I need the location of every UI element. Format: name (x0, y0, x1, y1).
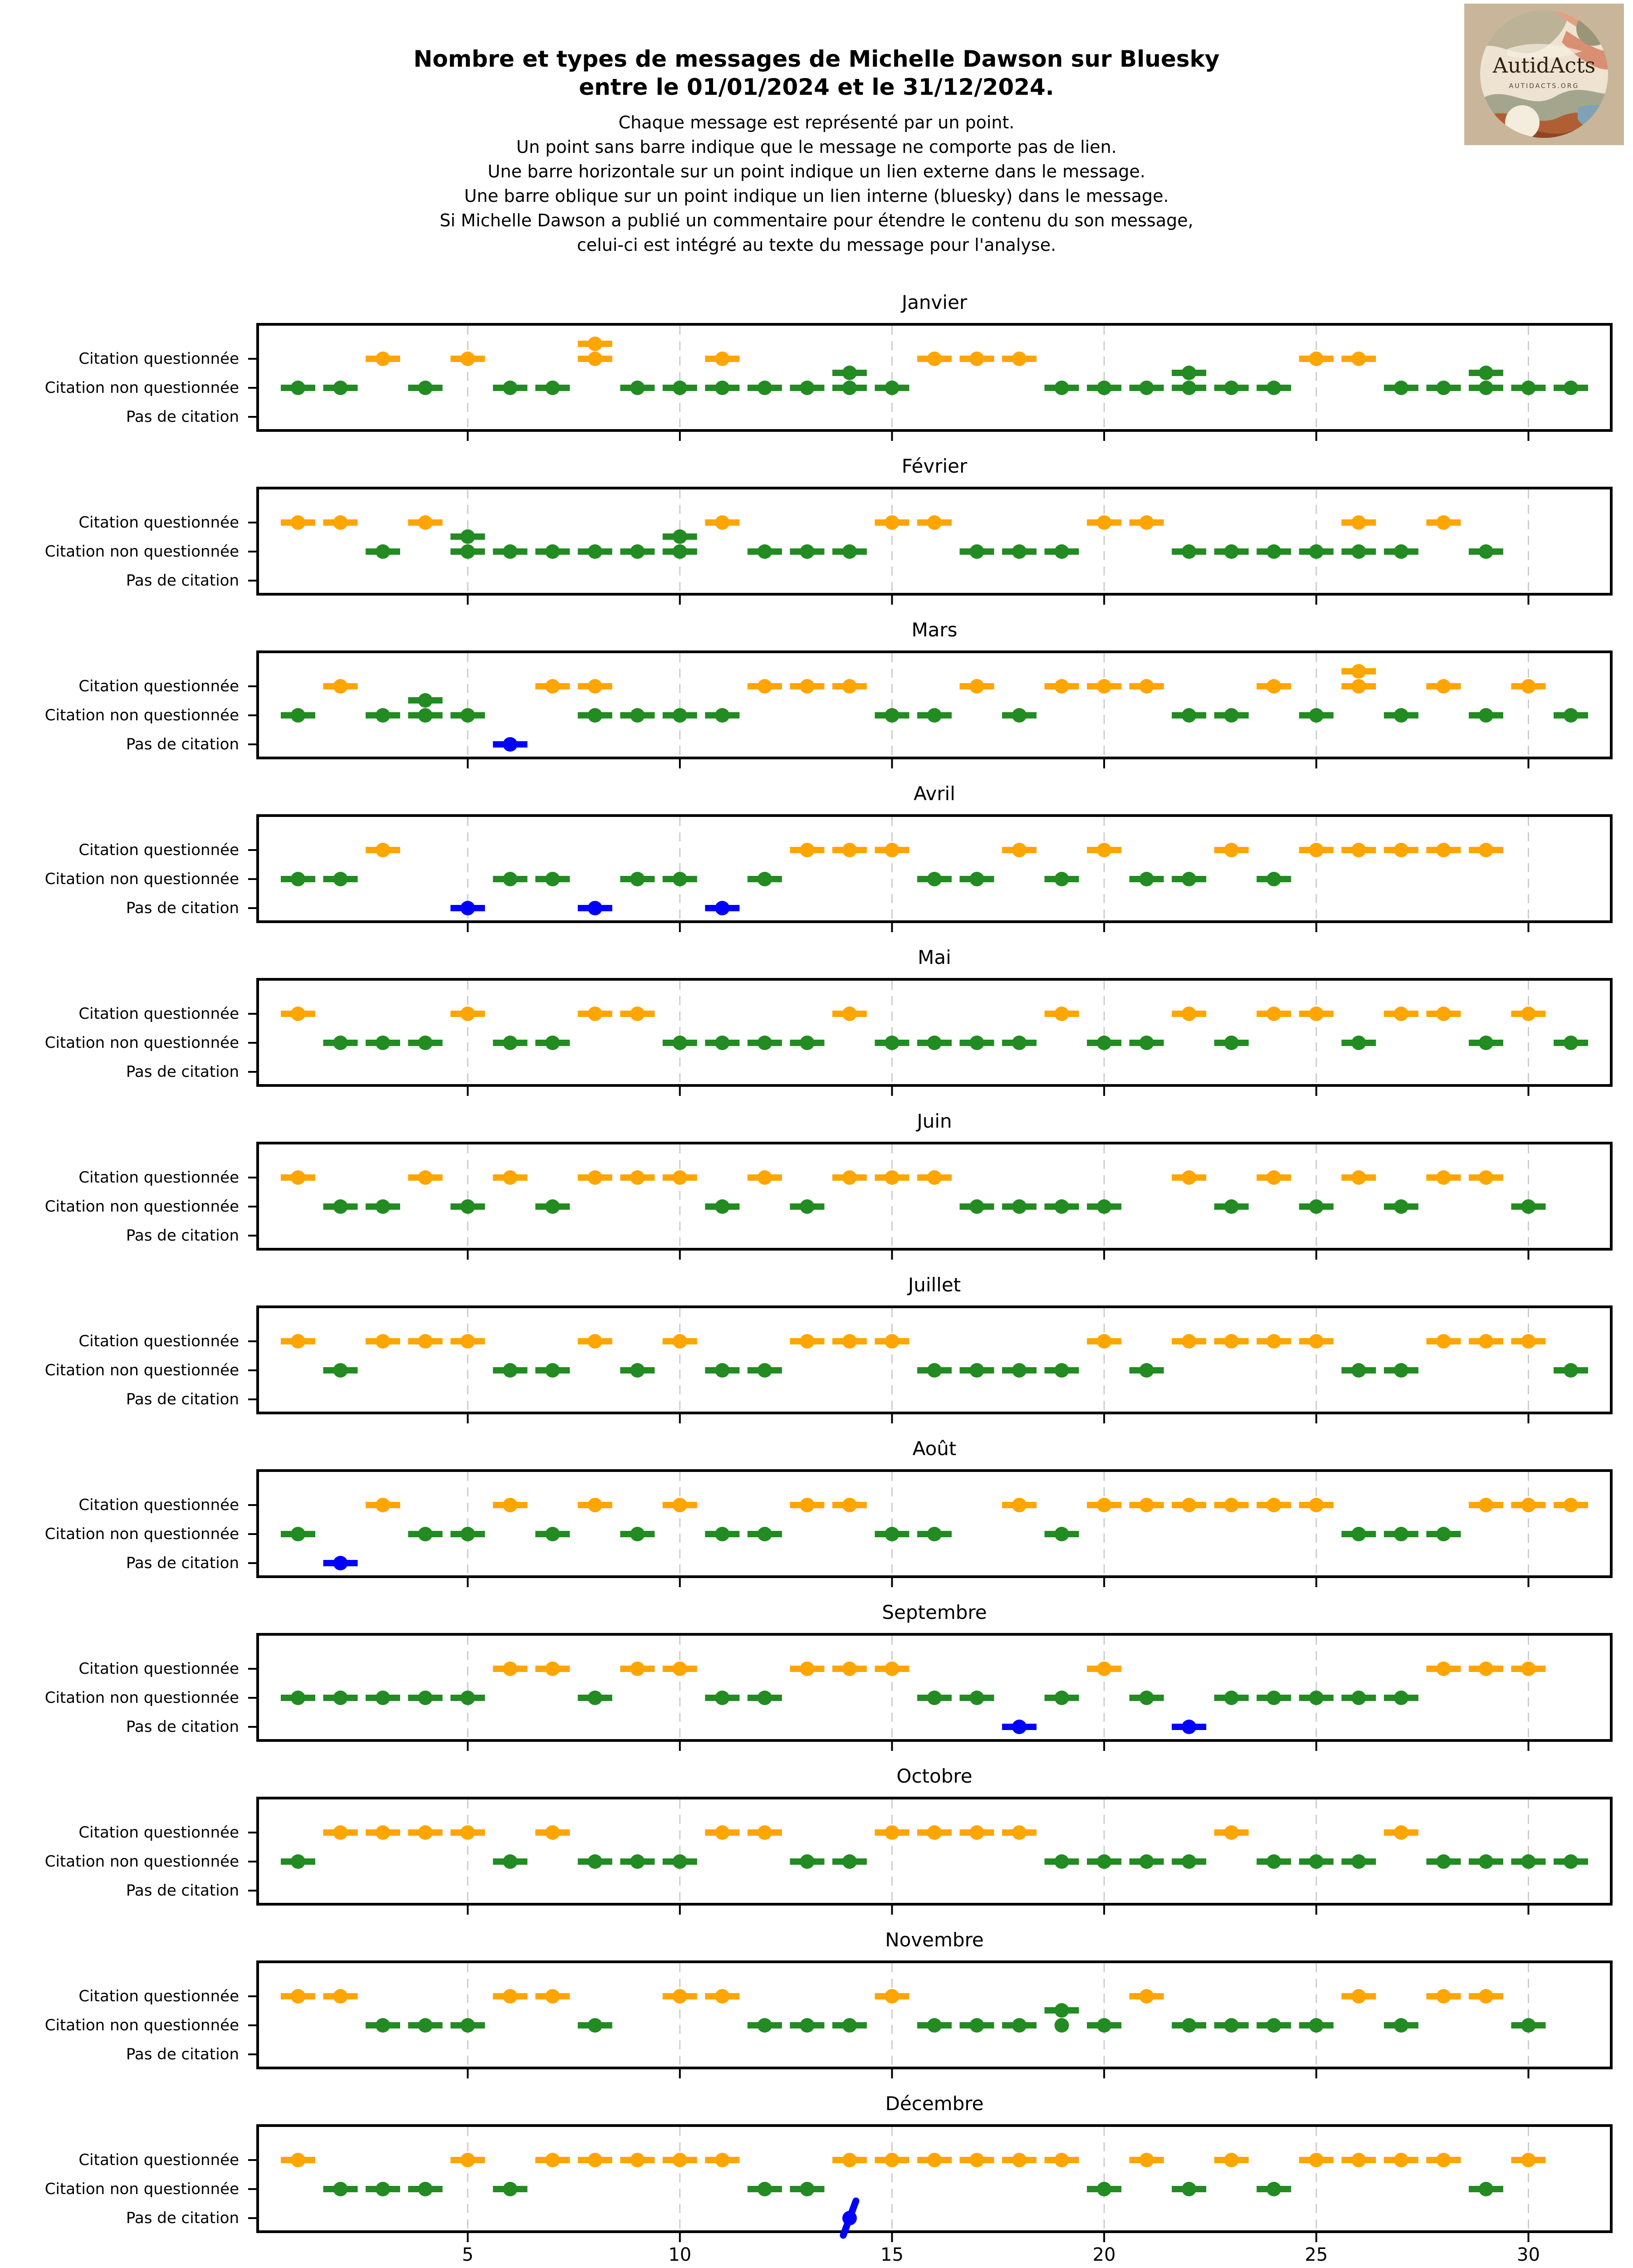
panel-svg-10 (248, 1799, 1588, 1915)
row-label-1: Citation questionnée (78, 2151, 239, 2169)
row-label-3: Pas de citation (126, 1554, 239, 1572)
panel-plot-6 (248, 1142, 1613, 1260)
panel-plot-2 (248, 487, 1613, 605)
row-label-2: Citation non questionnée (44, 2180, 239, 2198)
row-label-2: Citation non questionnée (44, 1525, 239, 1543)
month-title-avril: Avril (914, 782, 955, 805)
page-title-line1: Nombre et types de messages de Michelle … (413, 46, 1220, 72)
row-label-2: Citation non questionnée (44, 1853, 239, 1871)
row-label-2: Citation non questionnée (44, 543, 239, 561)
row-label-3: Pas de citation (126, 1718, 239, 1736)
panel-plot-7 (248, 1305, 1613, 1423)
row-label-3: Pas de citation (126, 2209, 239, 2227)
panel-plot-8 (248, 1469, 1613, 1587)
chart-subtitle: Chaque message est représenté par un poi… (0, 110, 1633, 257)
panel-svg-1 (248, 326, 1588, 441)
chart-subtitle-line-4: Une barre oblique sur un point indique u… (464, 186, 1169, 206)
row-label-1: Citation questionnée (78, 1005, 239, 1023)
panel-plot-11 (248, 1960, 1613, 2078)
month-title-decembre: Décembre (885, 2092, 984, 2115)
page-title-line2: entre le 01/01/2024 et le 31/12/2024. (579, 74, 1054, 100)
row-label-1: Citation questionnée (78, 1987, 239, 2005)
logo-url: AUTIDACTS.ORG (1509, 83, 1579, 90)
panel-plot-9 (248, 1633, 1613, 1751)
x-tick-label-25: 25 (1305, 2244, 1328, 2265)
x-tick-label-15: 15 (880, 2244, 904, 2265)
row-label-3: Pas de citation (126, 1227, 239, 1245)
chart-subtitle-line-1: Chaque message est représenté par un poi… (618, 112, 1015, 132)
panel-svg-11 (248, 1963, 1546, 2078)
row-label-1: Citation questionnée (78, 1660, 239, 1678)
month-title-septembre: Septembre (882, 1601, 987, 1623)
row-label-2: Citation non questionnée (44, 1034, 239, 1052)
panel-svg-5 (248, 981, 1588, 1096)
row-label-3: Pas de citation (126, 1063, 239, 1081)
autidacts-logo: AutidActs AUTIDACTS.ORG (1464, 4, 1624, 145)
panel-plot-10 (248, 1797, 1613, 1915)
month-title-novembre: Novembre (885, 1929, 984, 1951)
row-label-2: Citation non questionnée (44, 2016, 239, 2034)
panel-svg-6 (248, 1144, 1546, 1260)
row-label-3: Pas de citation (126, 1882, 239, 1900)
row-label-3: Pas de citation (126, 1390, 239, 1408)
panel-svg-4 (248, 817, 1530, 932)
month-title-janvier: Janvier (901, 291, 968, 313)
row-label-1: Citation questionnée (78, 1332, 239, 1350)
page-title: Nombre et types de messages de Michelle … (0, 45, 1633, 101)
row-label-1: Citation questionnée (78, 513, 239, 532)
x-tick-label-10: 10 (668, 2244, 692, 2265)
row-label-1: Citation questionnée (78, 1168, 239, 1187)
row-label-2: Citation non questionnée (44, 1198, 239, 1216)
row-label-1: Citation questionnée (78, 677, 239, 695)
x-tick-label-30: 30 (1517, 2244, 1540, 2265)
row-label-1: Citation questionnée (78, 1496, 239, 1514)
row-label-3: Pas de citation (126, 408, 239, 426)
logo-wordmark: AutidActs (1492, 53, 1596, 78)
row-label-1: Citation questionnée (78, 841, 239, 859)
chart-subtitle-line-6: celui-ci est intégré au texte du message… (577, 235, 1056, 255)
row-label-3: Pas de citation (126, 899, 239, 917)
row-label-2: Citation non questionnée (44, 1361, 239, 1379)
panel-svg-8 (248, 1472, 1588, 1587)
panel-svg-7 (248, 1308, 1588, 1423)
month-title-mars: Mars (911, 619, 958, 641)
month-title-juillet: Juillet (908, 1274, 961, 1296)
row-label-2: Citation non questionnée (44, 706, 239, 724)
month-title-juin: Juin (917, 1110, 952, 1132)
row-label-2: Citation non questionnée (44, 379, 239, 397)
x-tick-label-20: 20 (1092, 2244, 1116, 2265)
panel-plot-5 (248, 978, 1613, 1096)
row-label-3: Pas de citation (126, 2045, 239, 2063)
panel-svg-12 (248, 2127, 1546, 2242)
panel-svg-9 (248, 1636, 1546, 1751)
row-label-2: Citation non questionnée (44, 870, 239, 888)
autidacts-logo-image: AutidActs AUTIDACTS.ORG (1464, 4, 1624, 145)
chart-subtitle-line-5: Si Michelle Dawson a publié un commentai… (440, 210, 1193, 230)
panel-svg-3 (248, 653, 1588, 768)
row-label-1: Citation questionnée (78, 1823, 239, 1842)
month-title-mai: Mai (918, 946, 951, 968)
x-tick-label-5: 5 (462, 2244, 474, 2265)
row-label-3: Pas de citation (126, 735, 239, 753)
row-label-1: Citation questionnée (78, 350, 239, 368)
month-title-fevrier: Février (901, 455, 968, 477)
month-title-aout: Août (912, 1437, 957, 1460)
row-label-2: Citation non questionnée (44, 1689, 239, 1707)
month-title-octobre: Octobre (896, 1765, 973, 1787)
panel-plot-12 (248, 2124, 1613, 2242)
panel-plot-4 (248, 814, 1613, 932)
panel-plot-1 (248, 323, 1613, 441)
panel-svg-2 (248, 489, 1530, 605)
panel-plot-3 (248, 650, 1613, 768)
chart-subtitle-line-2: Un point sans barre indique que le messa… (516, 137, 1117, 157)
row-label-3: Pas de citation (126, 572, 239, 590)
chart-subtitle-line-3: Une barre horizontale sur un point indiq… (488, 161, 1145, 181)
